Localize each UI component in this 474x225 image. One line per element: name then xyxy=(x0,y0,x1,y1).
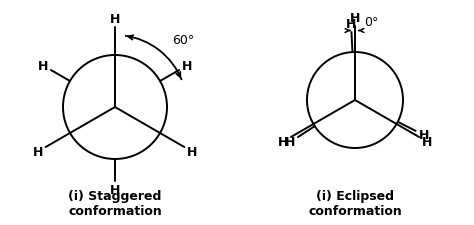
Text: H: H xyxy=(419,129,429,142)
Text: H: H xyxy=(110,12,120,25)
Text: H: H xyxy=(346,18,356,30)
Text: (i) Staggered
conformation: (i) Staggered conformation xyxy=(68,189,162,217)
Text: H: H xyxy=(422,135,432,148)
Text: 0°: 0° xyxy=(364,16,378,29)
Text: H: H xyxy=(187,145,197,158)
Text: 60°: 60° xyxy=(172,34,194,47)
Text: H: H xyxy=(285,136,296,149)
Text: H: H xyxy=(110,184,120,197)
Text: H: H xyxy=(33,145,43,158)
Text: H: H xyxy=(38,60,48,73)
Text: (i) Eclipsed
conformation: (i) Eclipsed conformation xyxy=(308,189,402,217)
Text: H: H xyxy=(350,11,360,24)
Text: H: H xyxy=(278,135,288,148)
Text: H: H xyxy=(182,60,192,73)
